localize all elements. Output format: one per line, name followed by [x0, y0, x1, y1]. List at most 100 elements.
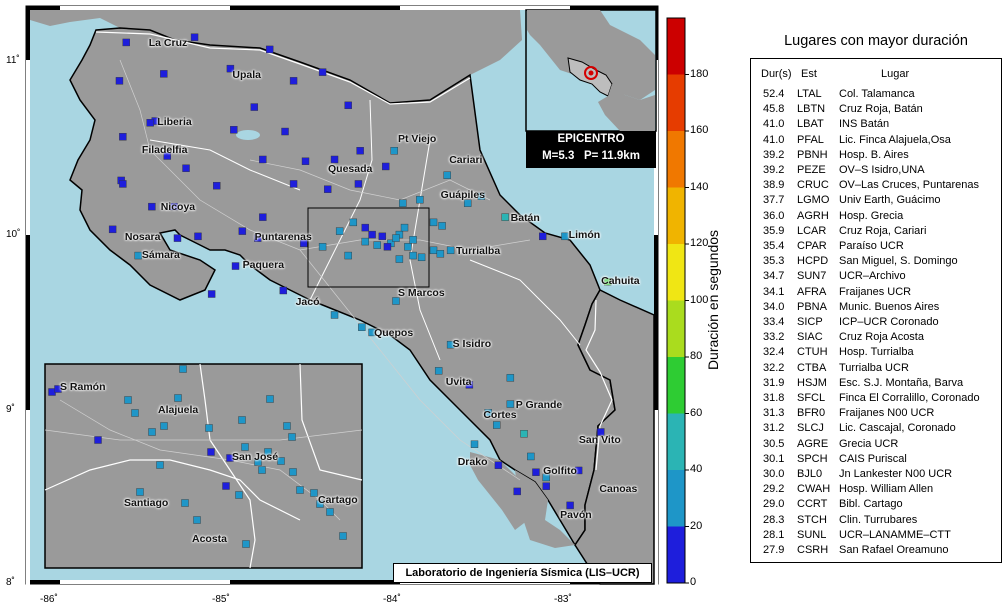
station-marker [170, 202, 178, 211]
city-label: Nosara [124, 231, 161, 244]
station-marker [532, 468, 540, 476]
table-cell-place: San Miguel, S. Domingo [839, 255, 958, 268]
table-row: 27.9 CSRH San Rafael Oreamuno [751, 543, 1003, 558]
table-cell-station: LBTN [797, 103, 826, 116]
city-label: Batán [510, 211, 540, 224]
table-cell-place: Cruz Roja, Cariari [839, 224, 927, 237]
station-marker [527, 452, 535, 461]
inset-city-label: S Ramón [60, 381, 106, 393]
station-marker [434, 367, 443, 375]
table-cell-place: Bibl. Cartago [839, 498, 903, 511]
table-cell-station: SFCL [797, 392, 826, 404]
station-marker [173, 234, 182, 242]
table-cell-place: Esc. S.J. Montaña, Barva [839, 376, 964, 389]
table-cell-station: SIAC [797, 331, 823, 344]
city-label: La Cruz [148, 37, 188, 50]
station-marker [404, 243, 412, 251]
table-cell-duration: 38.9 [763, 179, 785, 192]
station-marker [182, 164, 190, 172]
table-cell-station: SLCJ [797, 422, 824, 435]
station-marker [349, 218, 358, 227]
station-marker [301, 157, 310, 165]
station-marker [561, 232, 569, 241]
road-3 [249, 159, 491, 201]
station-marker [368, 328, 376, 337]
table-row: 29.0 CCRT Bibl. Cartago [751, 497, 1003, 512]
station-marker [163, 152, 171, 160]
epicenter-title: EPICENTRO [557, 133, 625, 145]
station-marker [465, 381, 474, 389]
station-marker [148, 202, 156, 211]
station-marker [361, 237, 369, 246]
lat-tick-0: 11˚ [6, 55, 20, 66]
province-line-1 [309, 99, 373, 301]
station-marker [119, 133, 127, 141]
inset-station-marker [258, 466, 266, 474]
colorbar-segment [667, 131, 685, 188]
station-marker [226, 64, 235, 73]
table-row: 30.1 SPCH CAIS Puriscal [751, 452, 1003, 467]
table-cell-place: Hosp. B. Aires [839, 148, 909, 161]
city-label: Quepos [374, 327, 414, 340]
table-cell-duration: 41.0 [763, 118, 785, 131]
station-marker [506, 374, 515, 382]
table-row: 28.1 SUNL UCR–LANAMME–CTT [751, 528, 1003, 543]
table-cell-station: CRUC [797, 179, 829, 192]
station-marker [324, 185, 332, 193]
lat-tick-1: 10˚ [6, 229, 21, 240]
station-marker [484, 409, 492, 417]
table-row: 32.2 CTBA Turrialba UCR [751, 361, 1003, 376]
lat-tick-3: 8˚ [6, 577, 15, 588]
table-cell-duration: 35.3 [763, 255, 785, 268]
table-cell-station: HCPD [797, 255, 829, 268]
table-cell-duration: 35.9 [763, 224, 785, 237]
province-line-2 [409, 139, 441, 361]
city-label: Upala [232, 68, 261, 81]
inset-station-marker [54, 385, 62, 393]
table-cell-duration: 39.2 [763, 164, 785, 176]
station-marker [542, 482, 550, 490]
table-cell-place: CAIS Puriscal [839, 452, 907, 465]
station-marker [378, 232, 387, 241]
colorbar-segment [667, 526, 685, 583]
table-cell-station: SUN7 [797, 270, 827, 283]
station-marker [259, 213, 267, 221]
station-marker [335, 227, 344, 235]
table-cell-place: INS Batán [839, 118, 890, 131]
station-marker [358, 323, 366, 331]
table-row: 35.4 CPAR Paraíso UCR [751, 239, 1003, 254]
station-marker [436, 250, 445, 258]
epicenter-values: M=5.3 P= 11.9km [526, 148, 656, 165]
table-cell-place: UCR–LANAMME–CTT [839, 528, 951, 541]
table-cell-duration: 41.0 [763, 133, 785, 146]
table-cell-place: OV–S Isidro,UNA [839, 164, 925, 176]
table-row: 29.2 CWAH Hosp. William Allen [751, 482, 1003, 497]
table-cell-duration: 52.4 [763, 88, 785, 100]
epicenter-info: EPICENTRO M=5.3 P= 11.9km [526, 131, 656, 168]
table-row: 39.2 PEZE OV–S Isidro,UNA [751, 163, 1003, 178]
table-cell-station: HSJM [797, 376, 827, 389]
city-label: Filadelfia [141, 143, 188, 156]
table-cell-station: AGRE [797, 437, 829, 450]
station-markers [108, 33, 612, 510]
station-marker [463, 199, 472, 207]
inset-station-marker [241, 443, 249, 451]
table-cell-duration: 36.0 [763, 209, 785, 222]
city-label: Cortes [483, 409, 517, 422]
duration-colorbar [666, 17, 689, 584]
colorbar-segment [667, 18, 685, 75]
inset-station-marker [266, 395, 274, 403]
station-marker [344, 101, 352, 110]
station-marker [207, 290, 216, 298]
station-marker [494, 461, 503, 469]
station-marker [119, 180, 127, 188]
colorbar-segment [667, 187, 685, 244]
city-label: Liberia [157, 115, 192, 128]
station-marker [368, 230, 376, 239]
inset-station-marker [160, 422, 168, 430]
station-marker [492, 421, 501, 429]
inset-station-marker [156, 461, 164, 469]
inset-city-label: Acosta [192, 533, 228, 545]
golfito-peninsula [515, 470, 575, 548]
table-row: 30.0 BJL0 Jn Lankester N00 UCR [751, 467, 1003, 482]
